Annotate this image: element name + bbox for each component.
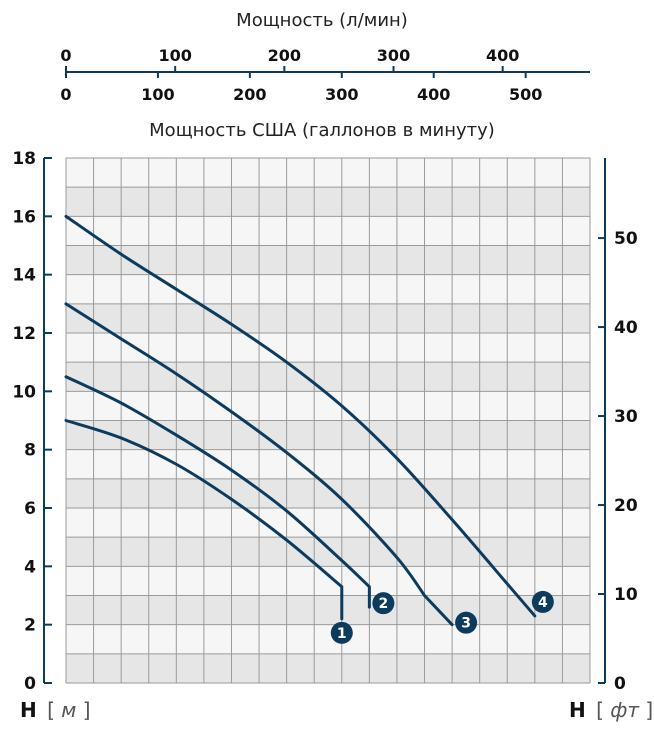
left-axis-label-close-bracket: ]	[83, 698, 91, 722]
top-axis-1-tick-label: 0	[60, 46, 71, 65]
left-tick-label: 10	[12, 382, 36, 402]
curve-badge-2	[372, 592, 395, 615]
right-tick-label: 50	[614, 229, 638, 249]
left-tick-label: 8	[24, 441, 36, 461]
left-tick-label: 18	[12, 149, 36, 169]
right-tick-label: 0	[614, 674, 626, 694]
left-axis-label-open-bracket: [	[47, 698, 55, 722]
plot-band	[66, 303, 590, 333]
left-axis-label-main: H	[20, 698, 37, 722]
plot-band	[66, 420, 590, 450]
right-axis-ticks: 0 10 20 30 40 50	[598, 229, 638, 694]
curve-badge-label: 3	[461, 616, 471, 632]
curve-badge-3	[455, 611, 478, 634]
plot-band	[66, 245, 590, 275]
top-axis-2-tick-label: 200	[233, 85, 266, 104]
left-tick-label: 2	[24, 616, 36, 636]
plot-band	[66, 158, 590, 188]
curve-2	[64, 375, 371, 609]
curve-badge-label: 2	[378, 596, 388, 612]
right-axis-label-main: H	[569, 698, 586, 722]
plot-band	[66, 595, 590, 625]
curve-3	[64, 302, 454, 627]
plot-band	[66, 274, 590, 304]
curve-badge-1	[330, 621, 353, 644]
left-axis-label-unit: м	[61, 698, 76, 722]
right-tick-label: 10	[614, 585, 638, 605]
top-axis-1-ticks: 0 100 200 300 400	[60, 46, 519, 72]
plot-band	[66, 333, 590, 363]
right-tick-label: 40	[614, 318, 638, 338]
right-axis-label: H [ фт ]	[569, 698, 653, 722]
right-axis-label-open-bracket: [	[596, 698, 604, 722]
curve-1	[64, 419, 344, 621]
top-axis-1-tick-label: 100	[158, 46, 191, 65]
left-tick-label: 14	[12, 266, 36, 286]
left-tick-label: 4	[24, 557, 36, 577]
left-tick-label: 6	[24, 499, 36, 519]
left-tick-label: 12	[12, 324, 36, 344]
left-tick-label: 0	[24, 674, 36, 694]
top-axis-2-tick-label: 300	[325, 85, 358, 104]
curve-badge-label: 4	[538, 595, 548, 611]
left-tick-label: 16	[12, 207, 36, 227]
top-axis-2-tick-label: 100	[141, 85, 174, 104]
top-axis-1-tick-label: 300	[377, 46, 410, 65]
plot-band	[66, 624, 590, 654]
plot-band	[66, 449, 590, 479]
curve-badge-label: 1	[337, 626, 347, 642]
right-tick-label: 30	[614, 407, 638, 427]
plot-band	[66, 478, 590, 508]
top-axis-2-tick-label: 0	[60, 85, 71, 104]
left-axis-label: H [ м ]	[20, 698, 91, 722]
plot-band	[66, 362, 590, 392]
plot-band	[66, 653, 590, 683]
curve-badge-4	[531, 590, 554, 613]
right-axis-label-unit: фт	[610, 698, 640, 722]
top-axis-1-tick-label: 400	[486, 46, 519, 65]
right-tick-label: 20	[614, 496, 638, 516]
curves: 1 2 3 4	[64, 214, 554, 644]
plot-band	[66, 508, 590, 538]
top-axis-1-tick-label: 200	[268, 46, 301, 65]
left-axis-ticks: 0 2 4 6 8 10 12 14 16 18	[12, 149, 52, 694]
plot-band	[66, 187, 590, 217]
plot-band	[66, 566, 590, 596]
plot-band	[66, 216, 590, 246]
top-axis-2-label: Мощность США (галлонов в минуту)	[149, 120, 495, 141]
top-axis-2-tick-label: 500	[509, 85, 542, 104]
plot-background	[66, 158, 590, 683]
right-axis-label-close-bracket: ]	[645, 698, 653, 722]
top-axis-2-tick-label: 400	[417, 85, 450, 104]
top-axis-2-ticks: 0 100 200 300 400 500	[60, 72, 542, 104]
plot-band	[66, 537, 590, 567]
curve-4	[64, 214, 537, 618]
top-axis-1-label: Мощность (л/мин)	[236, 10, 408, 31]
